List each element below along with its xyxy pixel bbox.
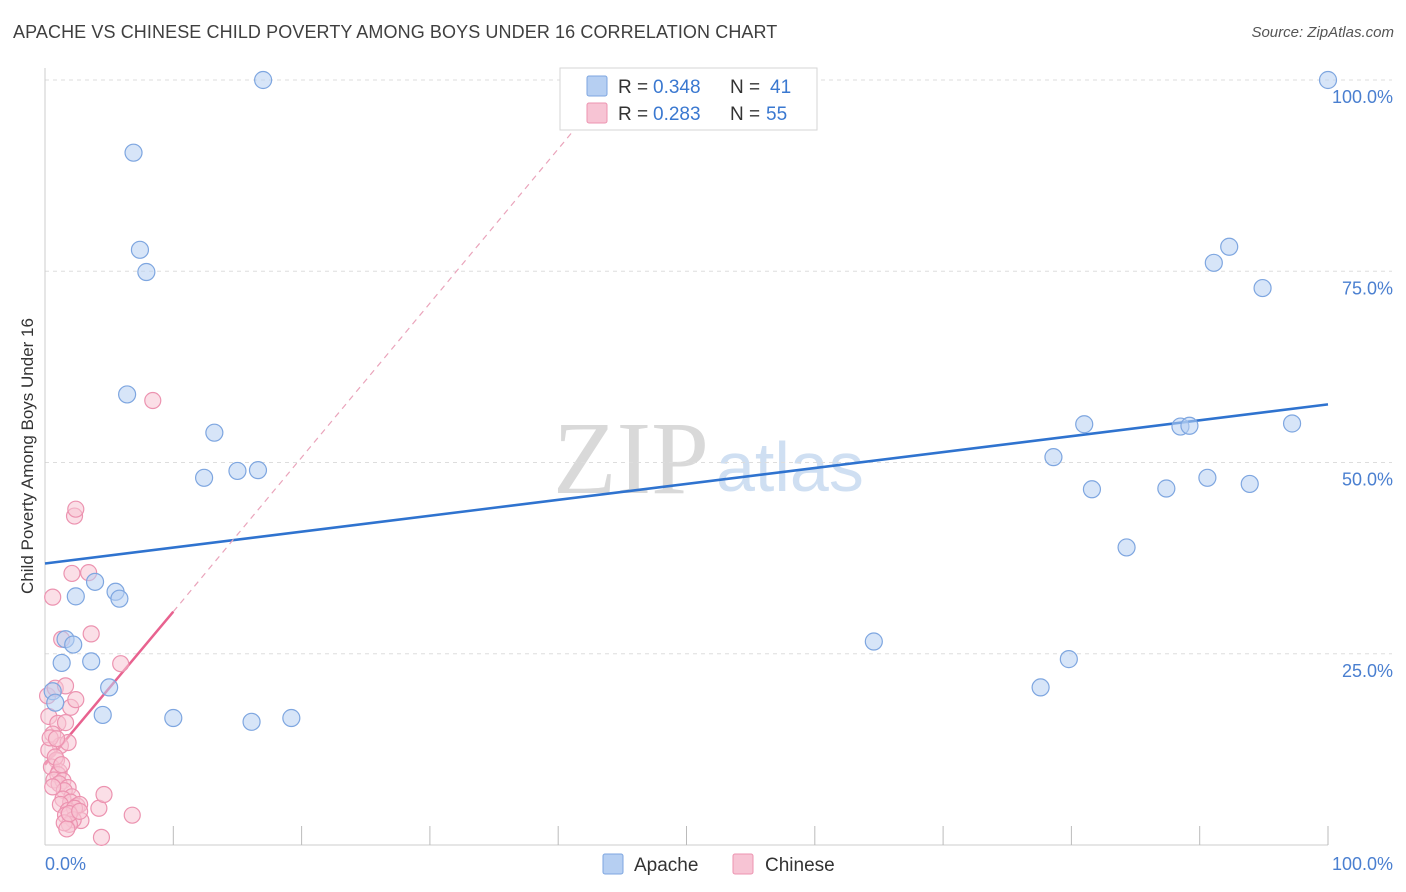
- chinese-point: [63, 564, 81, 583]
- apache-point: [1059, 650, 1078, 669]
- apache-point: [118, 385, 137, 404]
- chinese-point: [95, 785, 113, 804]
- apache-point: [46, 693, 65, 712]
- apache-point: [1220, 237, 1239, 256]
- apache-point: [254, 70, 273, 90]
- apache-point: [1031, 678, 1050, 697]
- apache-point: [282, 708, 301, 728]
- chart-title: APACHE VS CHINESE CHILD POVERTY AMONG BO…: [13, 22, 778, 42]
- apache-point: [1082, 480, 1102, 499]
- chinese-point: [67, 500, 85, 518]
- apache-point: [1157, 479, 1176, 498]
- apache-point: [1117, 538, 1136, 557]
- legend-apache-r-label: R =: [618, 77, 648, 98]
- apache-point: [1318, 70, 1338, 90]
- apache-point: [110, 589, 129, 608]
- apache-point: [64, 635, 83, 654]
- y-axis-label: Child Poverty Among Boys Under 16: [18, 318, 37, 594]
- legend-apache-swatch: [586, 75, 608, 97]
- apache-point: [124, 143, 143, 162]
- y-tick-label: 75.0%: [1342, 278, 1393, 298]
- chinese-point: [56, 713, 75, 732]
- legend-apache-r-value: 0.348: [653, 77, 701, 98]
- chinese-point: [123, 806, 141, 824]
- chinese-point: [144, 391, 162, 410]
- stats-legend: R = 0.348 N = 41 R = 0.283 N = 55: [559, 67, 818, 131]
- legend-chinese-r-value: 0.283: [653, 104, 701, 125]
- legend-chinese-r-label: R =: [618, 104, 648, 125]
- y-tick-label: 50.0%: [1342, 470, 1393, 490]
- apache-point: [1180, 416, 1199, 435]
- legend-chinese-swatch: [586, 102, 608, 124]
- apache-point: [137, 262, 156, 282]
- apache-point: [248, 461, 268, 480]
- grid-lines: [45, 79, 1392, 655]
- chinese-point: [44, 588, 62, 606]
- legend-apache-n-label: N =: [730, 77, 760, 98]
- series-legend: Apache Chinese: [602, 853, 835, 876]
- apache-point: [164, 708, 183, 728]
- chinese-point: [92, 828, 111, 846]
- bottom-legend-chinese-label: Chinese: [765, 855, 835, 876]
- chinese-points: [38, 391, 162, 846]
- apache-point: [205, 423, 224, 442]
- apache-point: [82, 652, 101, 671]
- chinese-point: [47, 730, 66, 748]
- apache-point: [1282, 414, 1302, 433]
- apache-point: [864, 632, 883, 651]
- y-tick-labels: 25.0% 50.0% 75.0% 100.0%: [1332, 87, 1393, 681]
- apache-point: [66, 587, 85, 606]
- watermark-atlas: atlas: [716, 428, 864, 506]
- chinese-trend-extension: [172, 133, 572, 613]
- y-tick-label: 100.0%: [1332, 87, 1393, 107]
- apache-point: [194, 468, 214, 487]
- apache-point: [1240, 474, 1259, 494]
- apache-point: [1198, 468, 1217, 487]
- y-tick-label: 25.0%: [1342, 661, 1393, 681]
- chinese-point: [112, 655, 130, 673]
- chinese-point: [71, 802, 89, 820]
- apache-trend-line: [44, 403, 1329, 565]
- bottom-legend-chinese-swatch: [732, 853, 754, 875]
- chinese-point: [44, 778, 62, 796]
- apache-point: [52, 653, 71, 673]
- apache-point: [228, 461, 247, 481]
- x-tick-label-min: 0.0%: [45, 854, 86, 874]
- chinese-point: [53, 756, 71, 774]
- apache-point: [242, 712, 261, 731]
- apache-point: [1253, 278, 1272, 298]
- legend-apache-n-value: 41: [770, 77, 791, 98]
- apache-point: [130, 240, 150, 259]
- chinese-point: [67, 691, 85, 709]
- apache-points: [43, 70, 1338, 731]
- bottom-legend-apache-swatch: [602, 853, 624, 875]
- apache-point: [93, 705, 112, 725]
- bottom-legend-apache-label: Apache: [634, 855, 698, 876]
- watermark: ZIP atlas: [553, 401, 864, 516]
- apache-point: [1044, 448, 1063, 467]
- x-tick-label-max: 100.0%: [1332, 854, 1393, 874]
- legend-chinese-n-value: 55: [766, 104, 787, 125]
- chinese-point: [58, 820, 76, 838]
- legend-chinese-n-label: N =: [730, 104, 760, 125]
- apache-point: [100, 678, 119, 697]
- apache-point: [1204, 253, 1223, 272]
- source-label: Source: ZipAtlas.com: [1251, 24, 1394, 41]
- x-tick-labels: 0.0% 100.0%: [45, 854, 1393, 874]
- apache-point: [1075, 415, 1094, 434]
- chinese-point: [82, 625, 100, 643]
- apache-point: [85, 572, 105, 591]
